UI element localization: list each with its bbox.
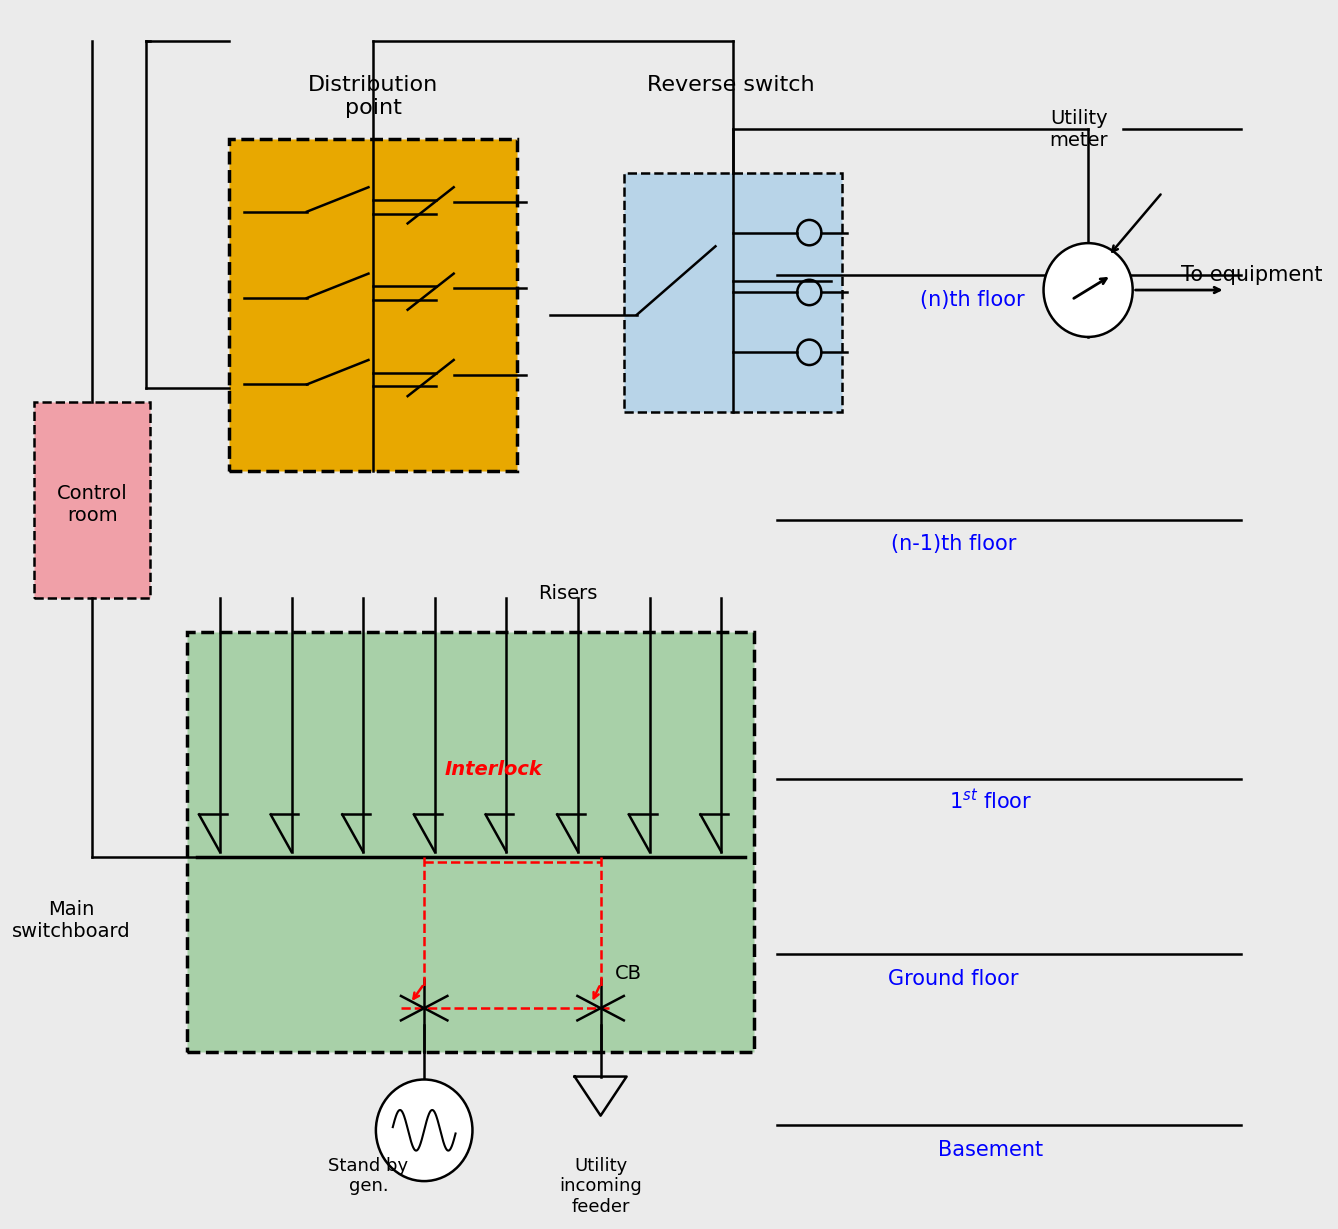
Text: To equipment: To equipment (1181, 265, 1322, 285)
Text: Main
switchboard: Main switchboard (12, 900, 131, 940)
Text: (n)th floor: (n)th floor (919, 290, 1025, 310)
Text: Basement: Basement (938, 1139, 1044, 1160)
Text: Control
room: Control room (56, 484, 127, 526)
Text: Interlock: Interlock (444, 760, 543, 778)
Bar (35, 402, 150, 597)
Text: (n-1)th floor: (n-1)th floor (891, 533, 1016, 554)
Circle shape (376, 1079, 472, 1181)
Text: Distribution
point: Distribution point (308, 75, 439, 118)
Text: Utility
meter: Utility meter (1049, 109, 1108, 150)
Text: Stand by
gen.: Stand by gen. (328, 1156, 408, 1196)
Text: Utility
incoming
feeder: Utility incoming feeder (559, 1156, 642, 1217)
Text: Reverse switch: Reverse switch (646, 75, 815, 95)
Bar (624, 173, 842, 412)
Text: 1$^{st}$ floor: 1$^{st}$ floor (949, 788, 1033, 812)
Text: Risers: Risers (538, 584, 598, 602)
Bar (229, 139, 516, 471)
Bar (187, 632, 753, 1052)
Text: Ground floor: Ground floor (888, 968, 1018, 988)
Text: CB: CB (614, 965, 641, 983)
Circle shape (1044, 243, 1133, 337)
